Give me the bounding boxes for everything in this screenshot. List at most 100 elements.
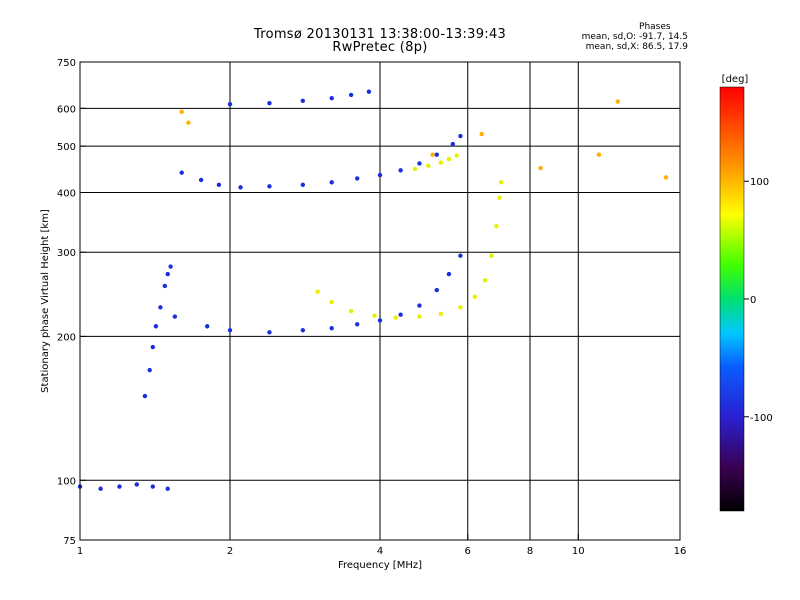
colorbar-ticks: 100 0 -100 — [744, 177, 773, 424]
data-point — [329, 95, 334, 101]
phase-stats-o: mean, sd,O: -91.7, 14.5 — [581, 32, 688, 42]
data-point — [227, 102, 233, 107]
data-point — [417, 314, 422, 319]
data-point — [238, 185, 243, 190]
data-point — [348, 308, 354, 314]
data-point — [142, 393, 148, 399]
data-point — [267, 184, 272, 189]
data-point — [458, 305, 463, 310]
data-point — [538, 165, 543, 171]
chart-title: Tromsø 20130131 13:38:00-13:39:43 — [253, 27, 507, 42]
data-point — [117, 484, 122, 489]
y-tick-label: 600 — [57, 104, 76, 115]
data-point — [398, 312, 403, 317]
data-point — [204, 324, 210, 329]
chart-subtitle: RwPretec (8p) — [332, 40, 428, 55]
data-point — [168, 264, 173, 269]
data-point — [158, 305, 163, 310]
grid-lines — [80, 62, 680, 540]
data-point — [372, 313, 377, 318]
data-point — [150, 484, 156, 489]
data-point — [153, 324, 159, 329]
y-tick-label: 400 — [57, 188, 76, 199]
data-points — [77, 89, 669, 491]
data-point — [329, 299, 334, 305]
data-point — [267, 330, 272, 335]
data-point — [227, 328, 233, 333]
colorbar — [719, 86, 745, 512]
data-point — [172, 314, 178, 319]
x-tick-label: 1 — [77, 546, 83, 557]
data-point — [186, 120, 191, 125]
data-point — [354, 322, 360, 327]
colorbar-tick-label: -100 — [750, 413, 773, 424]
phase-stats: Phases mean, sd,O: -91.7, 14.5 mean, sd,… — [582, 22, 688, 52]
data-point — [179, 109, 184, 115]
data-point — [377, 318, 383, 323]
colorbar-tick-label: 0 — [750, 295, 756, 306]
y-tick-label: 200 — [57, 332, 76, 343]
colorbar-tick-label: 100 — [750, 177, 769, 188]
data-point — [150, 344, 156, 350]
data-point — [430, 152, 435, 157]
data-point — [329, 180, 334, 185]
y-axis-label: Stationary phase Virtual Height [km] — [40, 209, 51, 393]
x-tick-label: 2 — [227, 546, 233, 557]
x-axis-label: Frequency [MHz] — [338, 560, 422, 571]
x-tick-label: 4 — [377, 546, 383, 557]
data-point — [377, 172, 383, 178]
data-point — [354, 176, 360, 181]
data-point — [300, 98, 306, 104]
data-point — [458, 253, 463, 258]
data-point — [348, 92, 354, 98]
data-point — [165, 486, 170, 491]
data-point — [454, 153, 459, 158]
data-point — [434, 287, 439, 293]
data-point — [417, 303, 422, 308]
data-point — [393, 315, 398, 320]
data-point — [366, 89, 372, 94]
data-point — [446, 271, 452, 277]
data-point — [300, 328, 306, 333]
data-point — [663, 175, 669, 180]
x-tick-label: 10 — [572, 546, 585, 557]
data-point — [315, 289, 320, 294]
data-point — [472, 294, 478, 300]
data-point — [489, 253, 494, 258]
data-point — [426, 163, 431, 168]
colorbar-unit-label: [deg] — [722, 74, 749, 85]
x-tick-label: 8 — [527, 546, 533, 557]
y-tick-label: 75 — [63, 536, 76, 547]
x-tick-label: 6 — [465, 546, 471, 557]
data-point — [434, 152, 439, 157]
data-point — [417, 161, 422, 166]
data-point — [162, 283, 168, 289]
data-point — [198, 177, 204, 183]
x-tick-label: 16 — [674, 546, 687, 557]
axis-ticks: 1 2 4 6 8 10 16 75 100 200 300 400 500 600 750 — [57, 58, 686, 557]
data-point — [300, 182, 306, 188]
data-point — [450, 141, 456, 147]
data-point — [98, 486, 103, 491]
y-tick-label: 300 — [57, 248, 76, 259]
data-point — [147, 367, 152, 373]
data-point — [267, 100, 272, 106]
data-point — [438, 160, 444, 165]
data-point — [615, 99, 620, 104]
data-point — [329, 326, 334, 331]
phase-stats-heading: Phases — [639, 22, 671, 32]
data-point — [498, 180, 504, 185]
data-point — [479, 131, 484, 137]
data-point — [458, 133, 463, 139]
data-point — [165, 271, 170, 277]
y-tick-label: 500 — [57, 142, 76, 153]
data-point — [398, 168, 403, 173]
data-point — [497, 195, 502, 200]
y-tick-label: 100 — [57, 476, 76, 487]
data-point — [412, 166, 418, 172]
data-point — [482, 278, 488, 283]
phase-stats-x: mean, sd,X: 86.5, 17.9 — [585, 42, 688, 52]
data-point — [446, 156, 452, 162]
